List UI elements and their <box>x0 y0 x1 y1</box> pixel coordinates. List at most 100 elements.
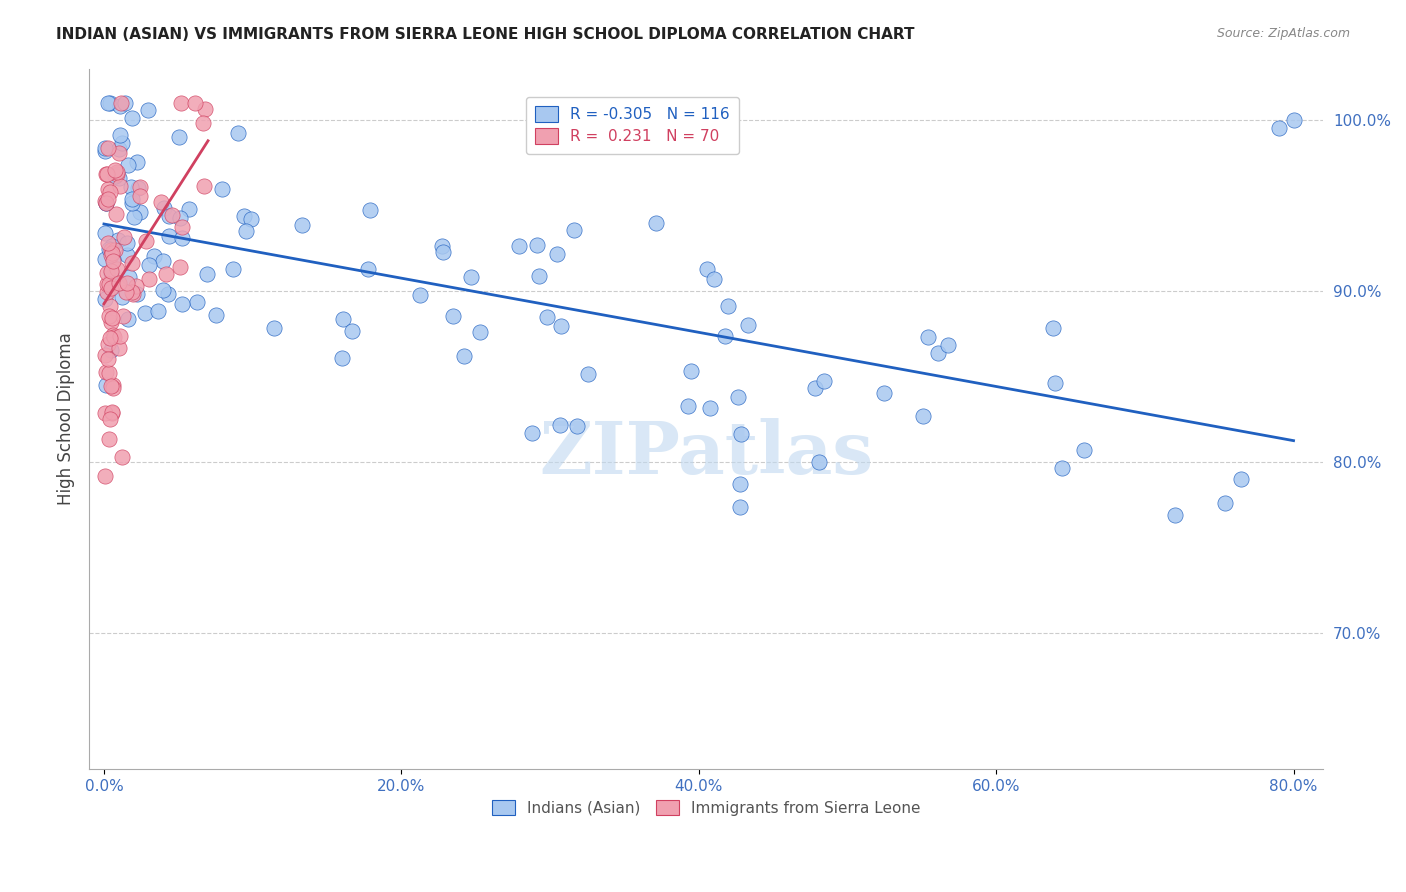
Text: Source: ZipAtlas.com: Source: ZipAtlas.com <box>1216 27 1350 40</box>
Point <box>104 207 127 221</box>
Point <box>645 216 668 230</box>
Point <box>98 277 121 291</box>
Point <box>186 295 208 310</box>
Point <box>730 477 752 491</box>
Point <box>94 144 117 158</box>
Point <box>94 194 117 208</box>
Point <box>100 379 122 393</box>
Point <box>111 136 134 150</box>
Point <box>101 252 124 267</box>
Point <box>108 277 131 291</box>
Point <box>98 412 121 426</box>
Point <box>927 345 949 359</box>
Point <box>107 167 129 181</box>
Point <box>114 95 136 110</box>
Point <box>191 116 214 130</box>
Point <box>98 366 121 380</box>
Point <box>179 202 201 217</box>
Point <box>699 401 721 416</box>
Point <box>125 286 148 301</box>
Point <box>714 328 737 343</box>
Point <box>121 195 143 210</box>
Point <box>155 267 177 281</box>
Point <box>1213 496 1236 510</box>
Point <box>536 310 558 324</box>
Point <box>96 277 118 291</box>
Point <box>100 343 122 357</box>
Point <box>146 303 169 318</box>
Point <box>100 95 122 110</box>
Point <box>96 377 118 392</box>
Point <box>121 285 143 300</box>
Point <box>239 211 262 226</box>
Point <box>153 201 176 215</box>
Point <box>104 243 127 257</box>
Point <box>108 128 131 142</box>
Point <box>730 427 752 442</box>
Point <box>340 324 363 338</box>
Point <box>94 195 117 210</box>
Point <box>101 404 124 418</box>
Point <box>737 318 759 332</box>
Point <box>226 126 249 140</box>
Point <box>912 409 935 423</box>
Point <box>103 380 125 394</box>
Point <box>717 299 740 313</box>
Point <box>152 283 174 297</box>
Text: INDIAN (ASIAN) VS IMMIGRANTS FROM SIERRA LEONE HIGH SCHOOL DIPLOMA CORRELATION C: INDIAN (ASIAN) VS IMMIGRANTS FROM SIERRA… <box>56 27 915 42</box>
Point <box>120 179 142 194</box>
Point <box>291 218 314 232</box>
Point <box>1164 508 1187 523</box>
Point <box>96 266 118 280</box>
Point <box>97 235 120 250</box>
Point <box>508 238 530 252</box>
Point <box>97 182 120 196</box>
Text: ZIPatlas: ZIPatlas <box>538 418 873 490</box>
Point <box>546 247 568 261</box>
Point <box>548 418 571 433</box>
Point <box>111 290 134 304</box>
Point <box>222 261 245 276</box>
Point <box>183 95 205 110</box>
Point <box>97 192 120 206</box>
Point <box>94 141 117 155</box>
Point <box>681 364 703 378</box>
Point <box>170 95 193 110</box>
Point <box>235 224 257 238</box>
Point <box>432 244 454 259</box>
Point <box>94 348 117 362</box>
Point <box>169 260 191 274</box>
Point <box>1045 376 1067 390</box>
Point <box>108 170 131 185</box>
Point <box>117 158 139 172</box>
Point <box>727 390 749 404</box>
Point <box>453 349 475 363</box>
Point <box>98 310 121 324</box>
Point <box>550 318 572 333</box>
Point <box>105 262 128 277</box>
Point <box>441 309 464 323</box>
Point <box>93 468 115 483</box>
Point <box>125 154 148 169</box>
Point <box>101 406 124 420</box>
Point <box>125 279 148 293</box>
Point <box>96 168 118 182</box>
Point <box>108 329 131 343</box>
Point <box>96 167 118 181</box>
Point <box>522 426 544 441</box>
Point <box>100 266 122 280</box>
Point <box>101 328 124 343</box>
Point <box>936 338 959 352</box>
Point <box>873 386 896 401</box>
Point <box>128 189 150 203</box>
Point <box>1230 472 1253 486</box>
Point <box>107 233 129 247</box>
Point <box>157 209 180 223</box>
Point <box>170 231 193 245</box>
Point <box>100 311 122 326</box>
Point <box>127 181 149 195</box>
Point <box>1042 321 1064 335</box>
Point <box>112 229 135 244</box>
Point <box>94 406 117 420</box>
Point <box>807 455 830 469</box>
